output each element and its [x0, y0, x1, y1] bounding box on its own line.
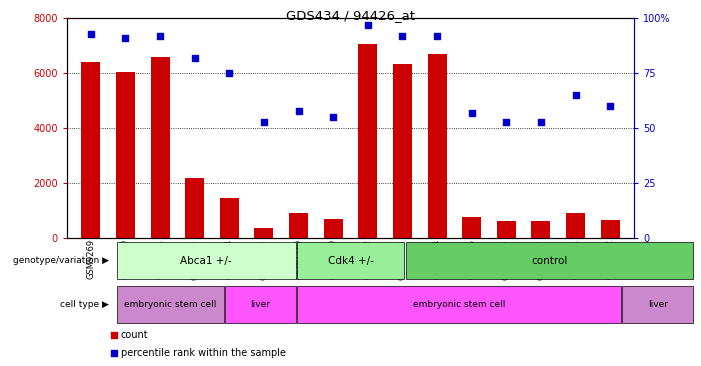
Text: embryonic stem cell: embryonic stem cell	[413, 300, 505, 309]
Bar	[185, 178, 204, 238]
Bar	[151, 57, 170, 238]
Point	[570, 92, 581, 98]
Bar	[116, 286, 224, 323]
Bar	[324, 219, 343, 238]
Point	[536, 119, 547, 124]
Bar	[622, 286, 693, 323]
Bar	[220, 198, 239, 238]
Bar	[601, 220, 620, 238]
Text: Cdk4 +/-: Cdk4 +/-	[327, 256, 374, 266]
Bar	[358, 44, 377, 238]
Bar	[116, 72, 135, 238]
Point	[154, 33, 165, 39]
Text: GDS434 / 94426_at: GDS434 / 94426_at	[286, 9, 415, 22]
Bar	[462, 217, 481, 238]
Bar	[81, 62, 100, 238]
Point	[431, 33, 442, 39]
Text: embryonic stem cell: embryonic stem cell	[124, 300, 216, 309]
Point	[501, 119, 512, 124]
Bar	[297, 286, 621, 323]
Bar	[225, 286, 296, 323]
Text: count: count	[121, 330, 149, 340]
Bar	[566, 213, 585, 238]
Point	[108, 350, 119, 356]
Bar	[428, 54, 447, 238]
Text: cell type ▶: cell type ▶	[60, 300, 109, 309]
Point	[293, 108, 304, 113]
Text: control: control	[531, 256, 568, 266]
Bar	[297, 242, 404, 279]
Text: percentile rank within the sample: percentile rank within the sample	[121, 348, 286, 358]
Point	[327, 114, 339, 120]
Point	[120, 35, 131, 41]
Bar	[289, 213, 308, 238]
Point	[397, 33, 408, 39]
Text: liver: liver	[648, 300, 667, 309]
Bar	[406, 242, 693, 279]
Text: liver: liver	[250, 300, 271, 309]
Text: genotype/variation ▶: genotype/variation ▶	[13, 256, 109, 265]
Bar	[531, 221, 550, 238]
Point	[224, 70, 235, 76]
Point	[604, 103, 615, 109]
Point	[466, 110, 477, 116]
Bar	[497, 221, 516, 238]
Bar	[393, 64, 412, 238]
Text: Abca1 +/-: Abca1 +/-	[180, 256, 232, 266]
Point	[189, 55, 200, 61]
Point	[259, 119, 270, 124]
Point	[108, 332, 119, 338]
Bar	[254, 228, 273, 238]
Point	[86, 31, 97, 37]
Point	[362, 22, 374, 28]
Bar	[116, 242, 296, 279]
